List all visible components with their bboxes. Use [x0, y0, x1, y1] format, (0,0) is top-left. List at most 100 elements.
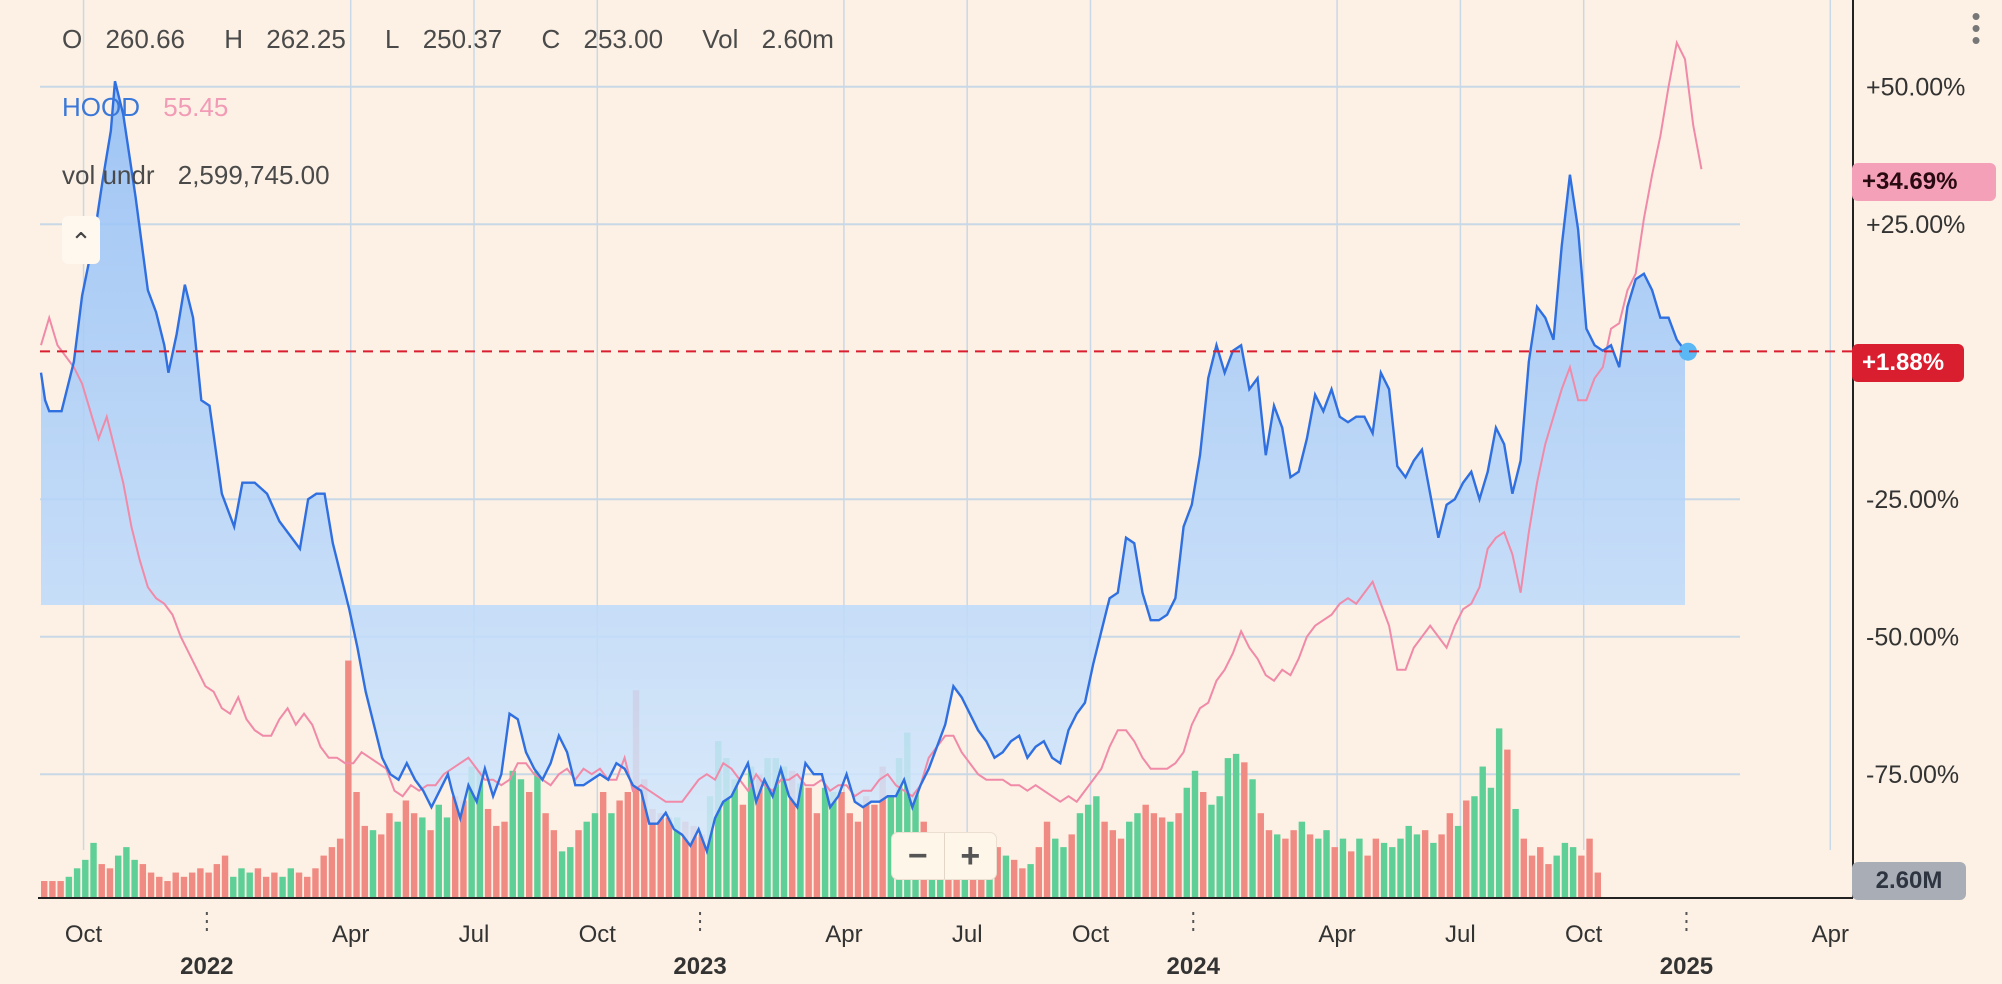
volume-bar	[723, 758, 730, 898]
volume-bar	[1200, 792, 1207, 898]
y-tick-label: +50.00%	[1866, 74, 1965, 102]
volume-bar	[961, 864, 969, 898]
volume-bar	[1134, 813, 1141, 898]
volume-bar	[443, 817, 451, 898]
volume-bar	[525, 792, 533, 898]
volume-last-value-badge: 2.60M	[1852, 862, 1966, 900]
volume-bar	[460, 800, 467, 898]
open-value: 260.66	[105, 24, 185, 54]
hood-last-value-badge: +1.88%	[1852, 344, 1964, 382]
volume-bar	[871, 804, 878, 898]
volume-bar	[1142, 804, 1149, 898]
legend-compare-value[interactable]: 55.45	[163, 92, 229, 122]
volume-bar	[1249, 779, 1256, 898]
volume-bar	[1002, 855, 1010, 898]
volume-bar	[1438, 834, 1445, 898]
volume-bar	[279, 876, 286, 898]
volume-bar	[156, 876, 163, 898]
volume-bar	[1347, 851, 1355, 898]
vertical-dots-icon[interactable]: • • •	[1971, 1, 1981, 55]
volume-bar	[1569, 847, 1577, 898]
volume-bar	[369, 830, 377, 898]
volume-bar	[665, 817, 673, 898]
volume-bar	[1504, 749, 1511, 898]
month-tick-label: Oct	[1565, 921, 1603, 948]
close-label: C	[541, 24, 561, 54]
volume-bar	[1446, 813, 1454, 898]
volume-bar	[254, 868, 262, 898]
volume-bar	[739, 804, 747, 898]
volume-bar	[1306, 834, 1314, 898]
volume-bar	[706, 796, 714, 898]
volume-bar	[501, 821, 508, 898]
compare-series-line	[40, 39, 1703, 804]
volume-bar	[747, 766, 755, 898]
volume-bar	[1257, 813, 1264, 898]
volume-bar	[468, 766, 475, 898]
volume-bar	[1068, 834, 1075, 898]
volume-bar	[1043, 821, 1051, 898]
ohlc-readout: O 260.66 H 262.25 L 250.37 C 253.00 Vol …	[62, 24, 866, 55]
volume-bar	[624, 792, 632, 898]
volume-bar	[238, 868, 245, 898]
volume-bar	[493, 825, 500, 898]
volume-study-value: 2,599,745.00	[177, 160, 330, 190]
volume-study-label[interactable]: vol undr	[62, 160, 155, 190]
volume-bar	[1331, 847, 1338, 898]
volume-bar	[1265, 830, 1273, 898]
volume-bar	[1027, 864, 1034, 898]
volume-bar	[1471, 796, 1478, 898]
volume-bar	[73, 868, 81, 898]
legend-hood-symbol[interactable]: HOOD	[62, 92, 140, 122]
volume-bar	[1553, 855, 1560, 898]
volume-bar	[1405, 825, 1412, 898]
open-label: O	[62, 24, 83, 54]
zoom-in-button[interactable]: +	[960, 837, 981, 875]
collapse-legend-button[interactable]: ⌃	[62, 216, 100, 264]
low-label: L	[385, 24, 400, 54]
volume-bar	[805, 787, 812, 898]
series-legend: HOOD 55.45	[62, 92, 244, 123]
volume-bar	[1158, 817, 1166, 898]
year-tick-label: 2022	[180, 953, 233, 980]
volume-bar	[1298, 821, 1306, 898]
volume-bar	[1315, 838, 1322, 898]
volume-bar	[353, 792, 360, 898]
month-tick-label: Apr	[332, 921, 369, 948]
volume-bar	[188, 872, 196, 898]
month-tick-label: Oct	[579, 921, 617, 948]
zoom-control[interactable]: − +	[892, 833, 996, 879]
volume-bar	[1454, 825, 1462, 898]
volume-bar	[271, 872, 278, 898]
volume-bar	[534, 770, 541, 898]
volume-bar	[945, 864, 952, 898]
volume-bar	[131, 859, 138, 898]
volume-bar	[682, 821, 689, 898]
volume-bar	[641, 779, 648, 898]
zoom-out-button[interactable]: −	[892, 833, 945, 879]
volume-bar	[715, 741, 722, 898]
volume-bar	[690, 825, 697, 898]
volume-bar	[361, 825, 368, 898]
volume-bar	[854, 821, 862, 898]
volume-bar	[435, 804, 442, 898]
month-tick-label: Oct	[1072, 921, 1110, 948]
volume-bar	[813, 813, 821, 898]
volume-study-readout: vol undr 2,599,745.00	[62, 160, 346, 191]
volume-bar	[838, 792, 845, 898]
volume-bar	[1323, 830, 1330, 898]
volume-bar	[484, 808, 492, 898]
volume-bar	[1537, 847, 1544, 898]
volume-bar	[780, 766, 788, 898]
volume-bar	[789, 770, 796, 898]
high-value: 262.25	[266, 24, 346, 54]
volume-bar	[57, 881, 64, 898]
volume-bar	[1208, 804, 1215, 898]
volume-bar	[1389, 847, 1396, 898]
volume-bar	[1380, 842, 1388, 898]
month-tick-label: Apr	[825, 921, 862, 948]
volume-bar	[304, 876, 311, 898]
year-tick-label: 2023	[673, 953, 726, 980]
